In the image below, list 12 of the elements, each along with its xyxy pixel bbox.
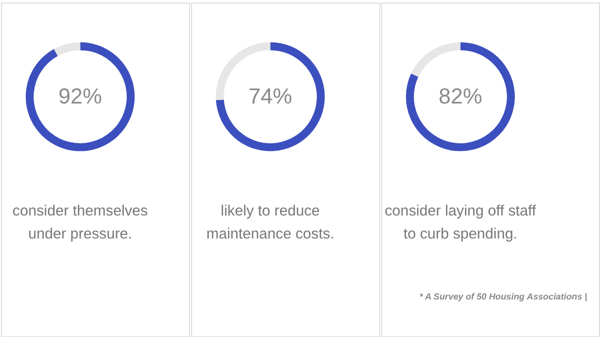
text: consider themselves under pressure. [12,204,148,242]
donut-slice [411,42,460,77]
donut-slice [216,42,325,152]
text: 92% [58,84,102,109]
text: 82% [438,84,482,109]
donut-slice [54,42,80,56]
text: * A Survey of 50 Housing Associations | [419,292,588,302]
text: consider laying off staff to curb spending. [384,204,537,242]
text: likely to reduce maintenance costs. [206,204,334,242]
donut-slice [406,42,515,152]
text: 74% [248,84,292,109]
donut-slice [26,42,135,152]
